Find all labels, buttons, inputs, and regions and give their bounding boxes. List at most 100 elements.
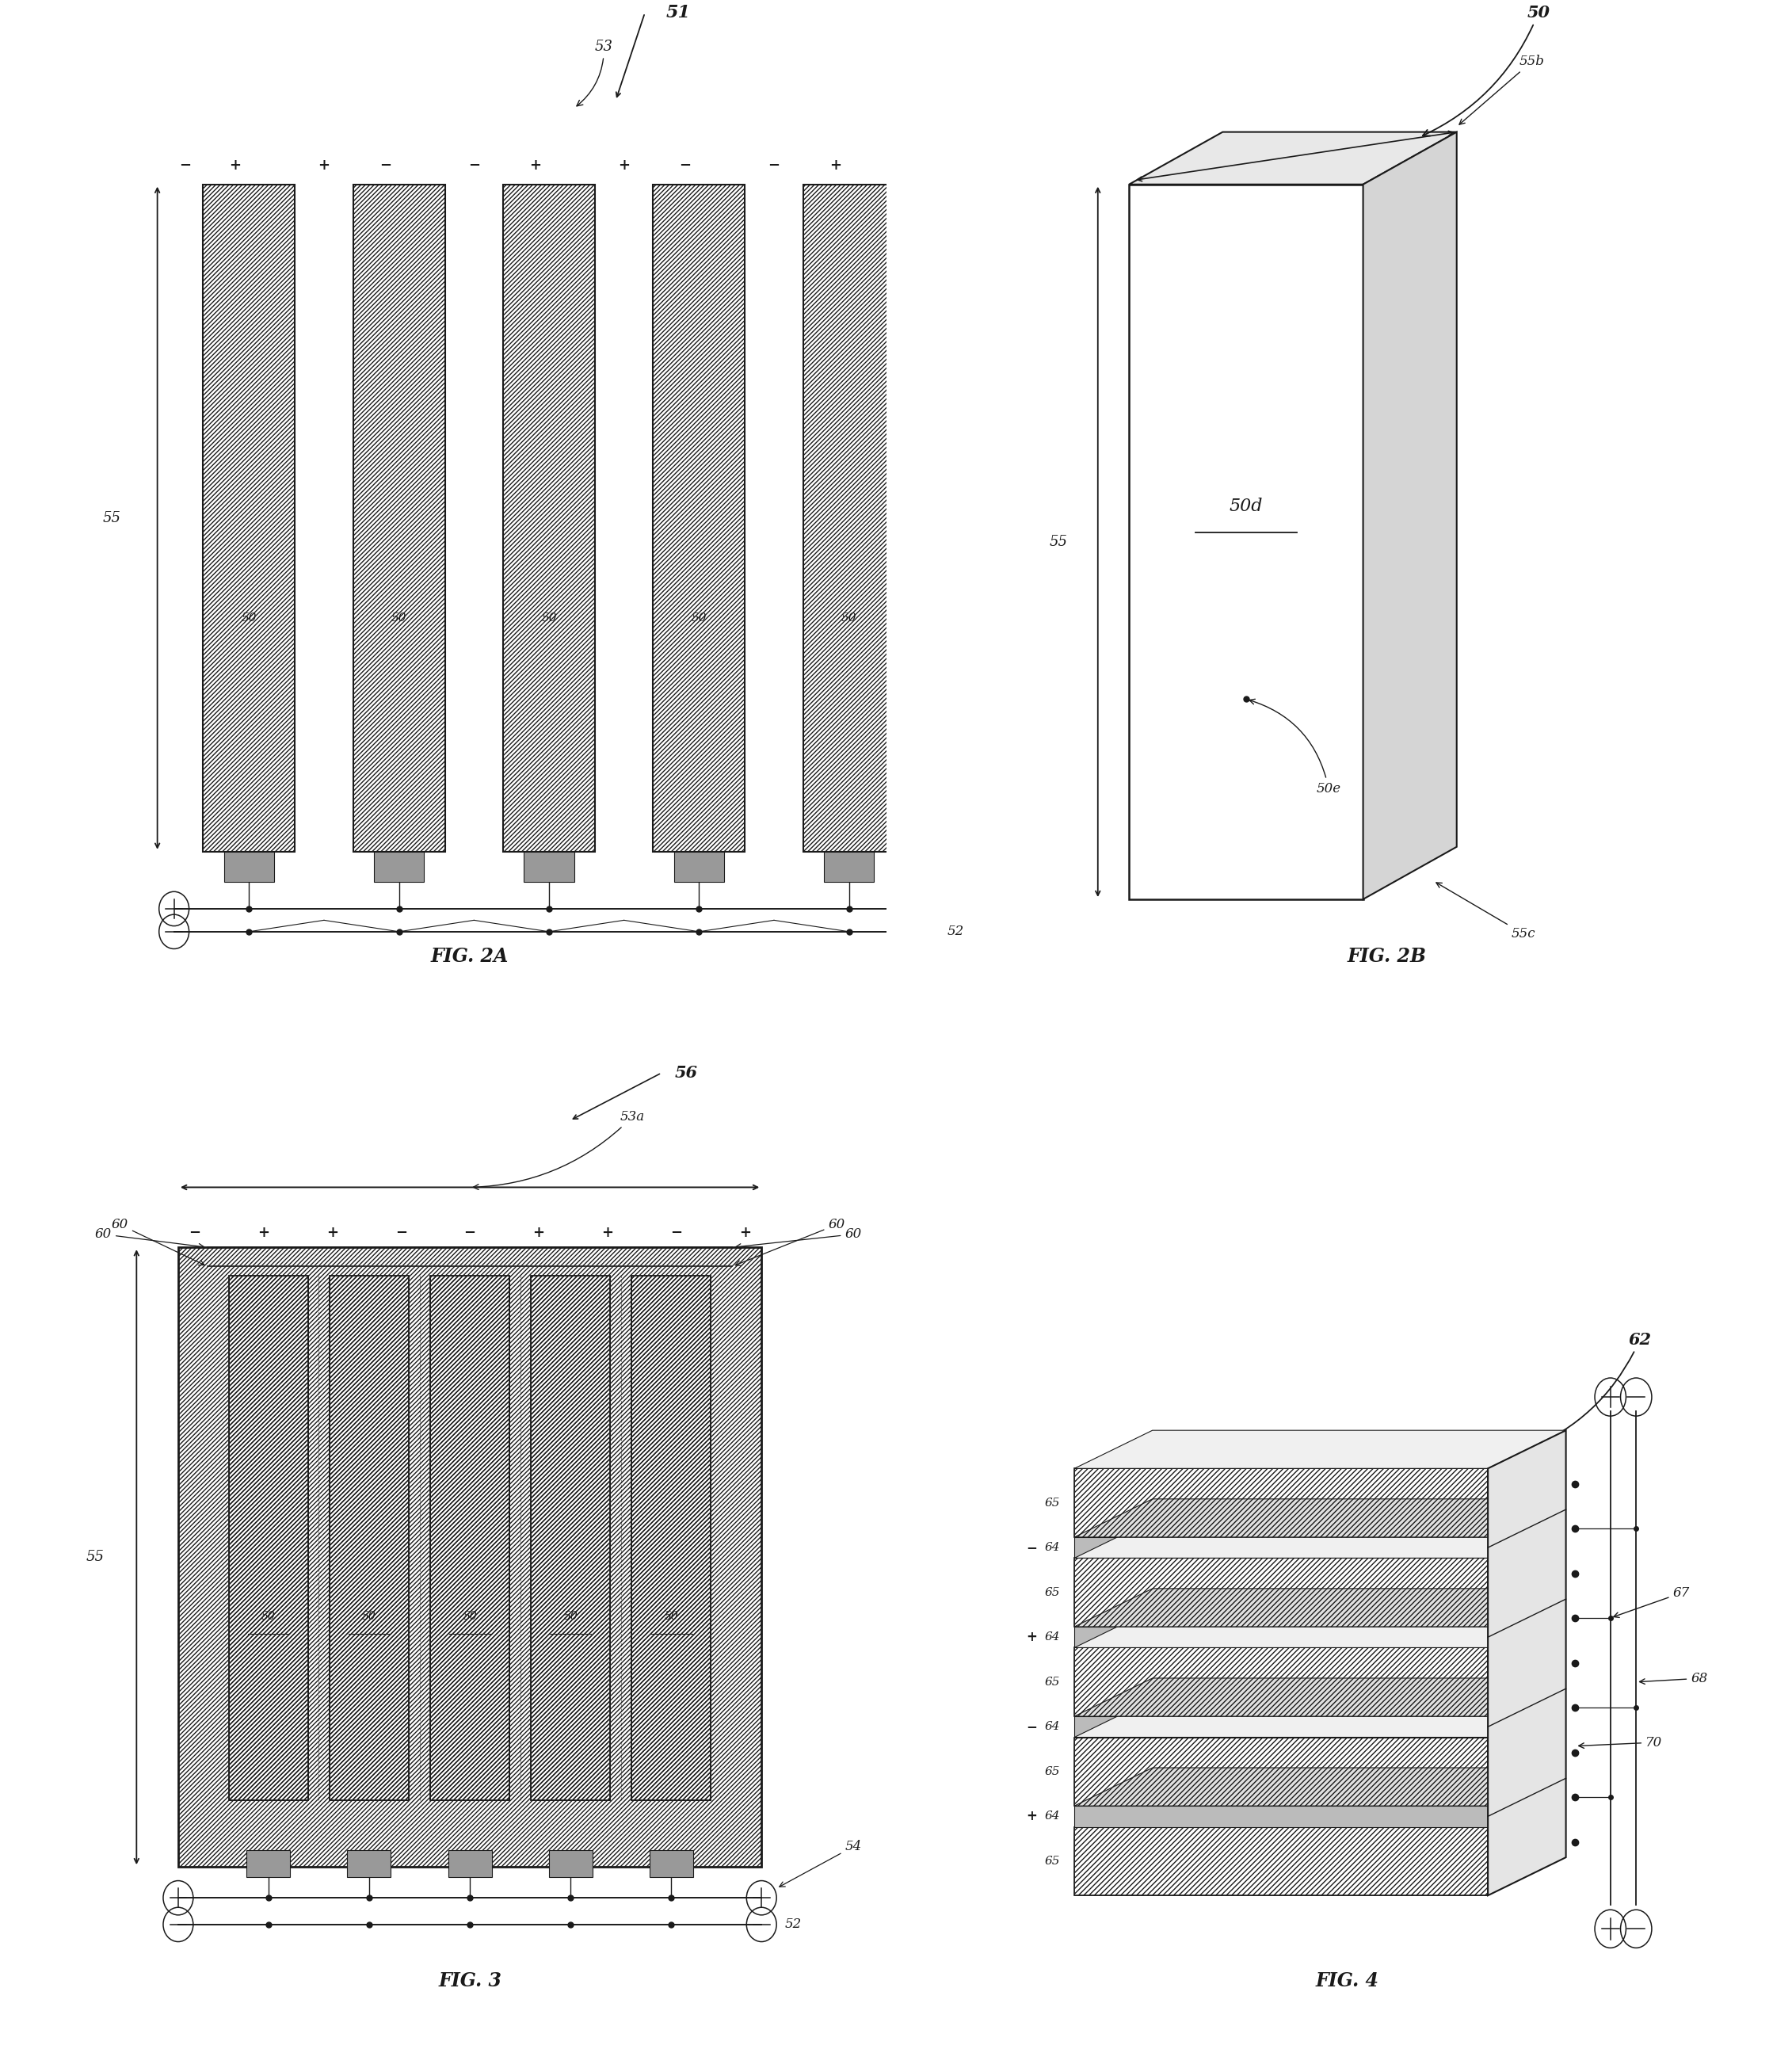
Polygon shape xyxy=(1129,133,1457,184)
Text: 67: 67 xyxy=(1613,1587,1690,1618)
Text: 53: 53 xyxy=(576,39,613,106)
Bar xyxy=(530,1276,610,1801)
Text: −: − xyxy=(468,160,480,172)
Bar xyxy=(504,184,594,852)
Bar xyxy=(803,184,895,852)
Text: 51: 51 xyxy=(667,4,690,21)
Polygon shape xyxy=(1074,1767,1566,1807)
Polygon shape xyxy=(1363,133,1457,899)
Text: 64: 64 xyxy=(1044,1811,1060,1821)
Bar xyxy=(803,184,895,852)
Bar xyxy=(223,852,275,883)
Bar xyxy=(550,1850,592,1877)
Text: 50: 50 xyxy=(564,1612,578,1622)
Polygon shape xyxy=(1488,1430,1566,1896)
Text: 60: 60 xyxy=(736,1227,862,1249)
Bar xyxy=(207,1330,732,1801)
Text: FIG. 2A: FIG. 2A xyxy=(431,947,509,966)
Text: 55b: 55b xyxy=(1459,56,1544,124)
Bar xyxy=(431,1276,509,1801)
Text: 60: 60 xyxy=(736,1218,846,1266)
Text: 55: 55 xyxy=(103,512,121,524)
Polygon shape xyxy=(1074,1788,1566,1828)
Polygon shape xyxy=(1074,1699,1566,1736)
Polygon shape xyxy=(1074,1521,1566,1558)
Polygon shape xyxy=(1074,1430,1566,1469)
Polygon shape xyxy=(1074,1610,1566,1647)
Text: −: − xyxy=(768,160,780,172)
Text: +: + xyxy=(532,1225,544,1239)
Bar xyxy=(229,1276,309,1801)
Text: 60: 60 xyxy=(112,1218,204,1266)
Text: FIG. 3: FIG. 3 xyxy=(438,1973,502,1991)
Text: +: + xyxy=(601,1225,613,1239)
Bar xyxy=(177,1247,761,1867)
Bar xyxy=(652,184,745,852)
Text: 56: 56 xyxy=(676,1065,699,1082)
Polygon shape xyxy=(1074,1498,1566,1537)
Bar xyxy=(353,184,445,852)
Polygon shape xyxy=(1074,1736,1488,1807)
Text: 50d: 50d xyxy=(1229,497,1262,514)
Bar xyxy=(330,1276,410,1801)
Text: +: + xyxy=(830,160,840,172)
Bar xyxy=(204,184,294,852)
Bar xyxy=(177,1247,761,1867)
Text: 50: 50 xyxy=(463,1612,477,1622)
Text: −: − xyxy=(670,1225,683,1239)
Bar xyxy=(504,184,594,852)
Text: −: − xyxy=(465,1225,475,1239)
Text: 52: 52 xyxy=(785,1919,801,1931)
Bar xyxy=(449,1850,491,1877)
Text: 60: 60 xyxy=(96,1227,204,1249)
Text: 65: 65 xyxy=(1044,1765,1060,1778)
Text: −: − xyxy=(1027,1539,1037,1554)
Text: 50: 50 xyxy=(392,613,406,624)
Polygon shape xyxy=(1074,1469,1488,1537)
Text: 53a: 53a xyxy=(473,1111,645,1189)
Text: 50e: 50e xyxy=(1250,698,1340,796)
Text: 64: 64 xyxy=(1044,1631,1060,1643)
Polygon shape xyxy=(1074,1589,1566,1627)
Text: 54: 54 xyxy=(780,1840,862,1888)
Text: −: − xyxy=(179,160,191,172)
Text: +: + xyxy=(229,160,241,172)
Text: 65: 65 xyxy=(1044,1676,1060,1687)
Text: −: − xyxy=(190,1225,200,1239)
Text: 55c: 55c xyxy=(1436,883,1535,941)
Text: 50: 50 xyxy=(241,613,257,624)
Text: FIG. 4: FIG. 4 xyxy=(1316,1973,1379,1991)
Text: 70: 70 xyxy=(1578,1736,1663,1749)
Text: −: − xyxy=(1027,1720,1037,1734)
Text: +: + xyxy=(1027,1809,1037,1823)
Text: −: − xyxy=(379,160,392,172)
Text: 64: 64 xyxy=(1044,1542,1060,1554)
Bar xyxy=(674,852,723,883)
Text: 50: 50 xyxy=(261,1612,275,1622)
Text: 55: 55 xyxy=(1050,535,1067,549)
Text: 55: 55 xyxy=(85,1550,105,1564)
Text: 68: 68 xyxy=(1640,1672,1707,1685)
Bar xyxy=(824,852,874,883)
Bar xyxy=(374,852,424,883)
Polygon shape xyxy=(1074,1558,1488,1627)
Bar xyxy=(652,184,745,852)
Text: FIG. 2B: FIG. 2B xyxy=(1347,947,1425,966)
Text: 65: 65 xyxy=(1044,1587,1060,1598)
Bar xyxy=(631,1276,711,1801)
Text: +: + xyxy=(619,160,629,172)
Text: 64: 64 xyxy=(1044,1722,1060,1732)
Text: +: + xyxy=(1027,1631,1037,1645)
Text: −: − xyxy=(395,1225,408,1239)
Text: 50: 50 xyxy=(541,613,557,624)
Bar xyxy=(431,1276,509,1801)
Text: 50: 50 xyxy=(362,1612,376,1622)
Bar xyxy=(353,184,445,852)
Text: 62: 62 xyxy=(1530,1332,1651,1448)
Bar xyxy=(631,1276,711,1801)
Text: +: + xyxy=(530,160,541,172)
Text: +: + xyxy=(317,160,330,172)
Polygon shape xyxy=(1074,1647,1488,1716)
Text: 50: 50 xyxy=(665,1612,679,1622)
Text: 50: 50 xyxy=(840,613,856,624)
